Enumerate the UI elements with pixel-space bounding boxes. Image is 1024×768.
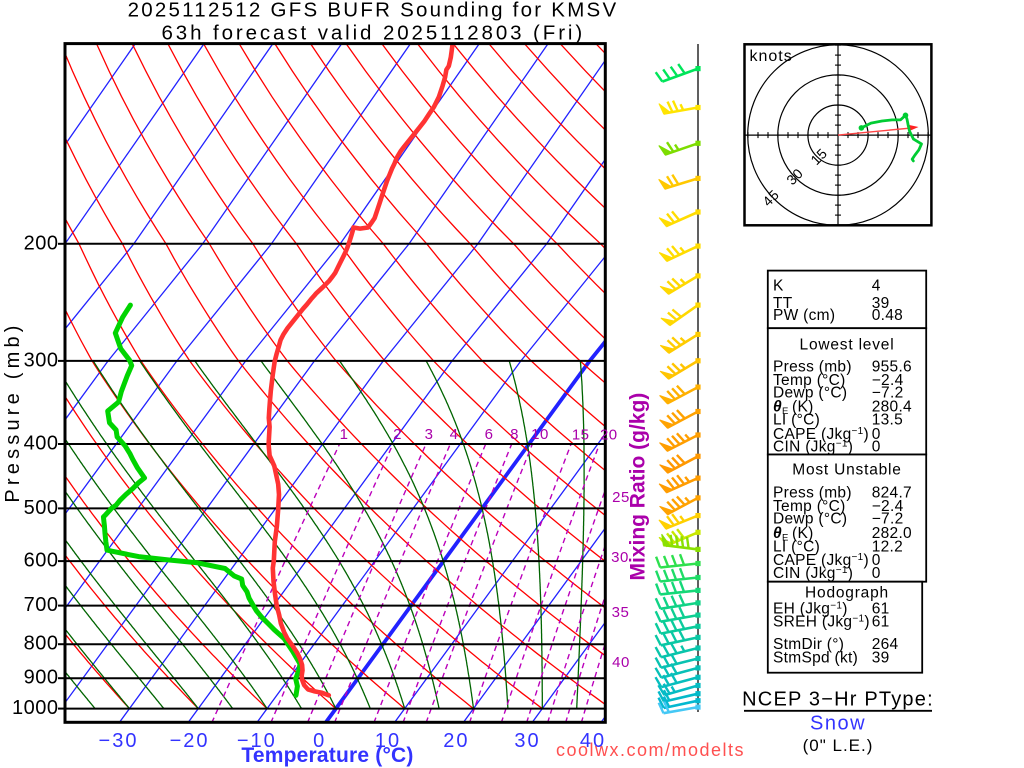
svg-text:θE (K): θE (K) (773, 525, 814, 544)
svg-text:0: 0 (313, 730, 326, 752)
svg-text:Hodograph: Hodograph (805, 584, 889, 601)
svg-text:−10: −10 (237, 730, 277, 752)
svg-text:1000: 1000 (12, 697, 59, 719)
svg-text:Lowest level: Lowest level (800, 337, 895, 354)
svg-text:20: 20 (443, 730, 469, 752)
svg-text:13.5: 13.5 (872, 411, 903, 428)
svg-text:200: 200 (24, 232, 59, 254)
svg-text:700: 700 (24, 594, 59, 616)
svg-text:955.6: 955.6 (872, 359, 912, 376)
svg-text:Mixing Ratio (g/kg): Mixing Ratio (g/kg) (627, 393, 650, 581)
svg-text:900: 900 (24, 667, 59, 689)
svg-text:0: 0 (872, 552, 881, 569)
svg-text:39: 39 (872, 295, 890, 312)
svg-text:CAPE (Jkg−1): CAPE (Jkg−1) (773, 552, 869, 569)
svg-text:LI (°C): LI (°C) (773, 539, 820, 556)
svg-text:25: 25 (612, 489, 630, 506)
svg-text:StmDir (°): StmDir (°) (773, 636, 844, 653)
svg-text:0: 0 (872, 565, 881, 582)
svg-text:1: 1 (340, 426, 349, 443)
svg-text:Press (mb): Press (mb) (773, 359, 852, 376)
svg-text:2025112512 GFS BUFR Sounding f: 2025112512 GFS BUFR Sounding for KMSV (128, 0, 619, 22)
svg-text:Press (mb): Press (mb) (773, 485, 852, 502)
svg-text:61: 61 (872, 601, 890, 618)
svg-text:K: K (773, 278, 784, 295)
svg-text:(0" L.E.): (0" L.E.) (803, 736, 874, 755)
svg-text:10: 10 (531, 426, 549, 443)
svg-text:30: 30 (611, 549, 629, 566)
svg-text:LI (°C): LI (°C) (773, 411, 820, 428)
svg-text:63h forecast valid 2025112803: 63h forecast valid 2025112803 (Fri) (161, 22, 585, 45)
svg-text:Temperature (°C): Temperature (°C) (241, 744, 413, 767)
svg-text:2: 2 (393, 426, 402, 443)
svg-text:30: 30 (514, 730, 540, 752)
svg-text:CAPE (Jkg−1): CAPE (Jkg−1) (773, 426, 869, 443)
svg-text:40: 40 (580, 730, 606, 752)
svg-text:600: 600 (24, 550, 59, 572)
svg-text:SREH (Jkg−1): SREH (Jkg−1) (773, 613, 870, 630)
svg-text:CIN (Jkg−1): CIN (Jkg−1) (773, 565, 853, 582)
svg-text:−7.2: −7.2 (872, 511, 904, 528)
svg-text:Snow: Snow (810, 713, 866, 735)
svg-text:12.2: 12.2 (872, 539, 903, 556)
svg-text:8: 8 (510, 426, 519, 443)
svg-text:Temp (°C): Temp (°C) (773, 372, 846, 389)
svg-text:Temp (°C): Temp (°C) (773, 498, 846, 515)
svg-text:282.0: 282.0 (872, 525, 912, 542)
svg-text:coolwx.com/modelts: coolwx.com/modelts (556, 740, 745, 760)
svg-text:500: 500 (24, 497, 59, 519)
svg-text:Dewp (°C): Dewp (°C) (773, 511, 847, 528)
svg-text:4: 4 (450, 426, 459, 443)
svg-text:39: 39 (872, 649, 890, 666)
svg-text:Dewp (°C): Dewp (°C) (773, 384, 847, 401)
svg-text:3: 3 (425, 426, 434, 443)
svg-text:300: 300 (24, 349, 59, 371)
svg-text:knots: knots (750, 48, 793, 65)
svg-text:280.4: 280.4 (872, 399, 912, 416)
svg-text:−2.4: −2.4 (872, 498, 904, 515)
svg-text:264: 264 (872, 636, 899, 653)
svg-text:−7.2: −7.2 (872, 384, 904, 401)
svg-text:824.7: 824.7 (872, 485, 912, 502)
svg-text:0.48: 0.48 (872, 307, 903, 324)
svg-text:10: 10 (375, 730, 401, 752)
svg-text:35: 35 (612, 604, 630, 621)
svg-text:θE (K): θE (K) (773, 399, 814, 418)
svg-text:Pressure (mb): Pressure (mb) (2, 321, 24, 502)
svg-text:40: 40 (612, 654, 630, 671)
svg-text:−2.4: −2.4 (872, 372, 904, 389)
svg-text:StmSpd (kt): StmSpd (kt) (773, 649, 858, 666)
svg-text:CIN (Jkg−1): CIN (Jkg−1) (773, 439, 853, 456)
svg-text:0: 0 (872, 439, 881, 456)
svg-text:TT: TT (773, 295, 793, 312)
svg-text:Most Unstable: Most Unstable (792, 462, 901, 479)
svg-text:61: 61 (872, 613, 890, 630)
svg-text:NCEP 3−Hr PType:: NCEP 3−Hr PType: (742, 689, 934, 711)
svg-text:0: 0 (872, 426, 881, 443)
svg-text:400: 400 (24, 433, 59, 455)
svg-text:800: 800 (24, 633, 59, 655)
svg-text:20: 20 (600, 427, 618, 444)
svg-text:−20: −20 (170, 730, 210, 752)
svg-text:PW (cm): PW (cm) (773, 307, 835, 324)
svg-text:15: 15 (572, 427, 590, 444)
svg-text:−30: −30 (99, 730, 139, 752)
svg-text:EH (Jkg−1): EH (Jkg−1) (773, 601, 848, 618)
svg-text:4: 4 (872, 278, 881, 295)
svg-text:6: 6 (485, 426, 494, 443)
